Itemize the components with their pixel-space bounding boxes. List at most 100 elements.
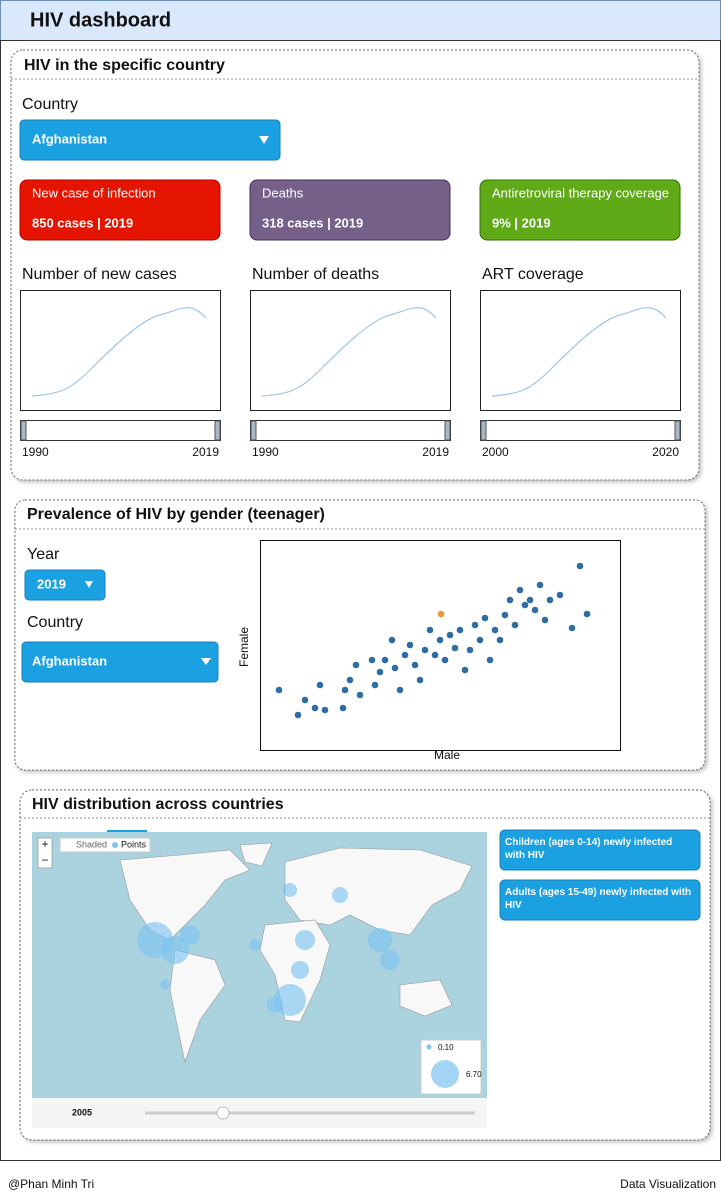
scatter-point: [371, 681, 379, 689]
zoom-out[interactable]: −: [41, 853, 48, 867]
mode-points[interactable]: Points: [121, 839, 147, 849]
range-end: 2019: [422, 445, 449, 459]
dropdown-arrow: [259, 136, 269, 144]
button-label-box: Adults (ages 15-49) newly infected with …: [505, 887, 692, 911]
range-end: 2020: [652, 445, 679, 459]
mini-chart: [20, 290, 221, 411]
button-label: Adults (ages 15-49) newly infected with …: [505, 887, 692, 911]
section-title: HIV distribution across countries: [32, 796, 284, 813]
scatter-point: [426, 626, 434, 634]
scatter-point: [311, 704, 319, 712]
card-label: New case of infection: [32, 185, 156, 200]
scatter-point: [406, 641, 414, 649]
scatter-point: [516, 586, 524, 594]
mini-chart: [250, 290, 451, 411]
slider-handle[interactable]: [250, 420, 257, 441]
scatter-point: [526, 596, 534, 604]
scatter-point: [396, 686, 404, 694]
scatter-point: [441, 656, 449, 664]
footer-note: Data Visualization: [620, 1177, 716, 1191]
card-label: Deaths: [262, 185, 304, 200]
mode-dot: [112, 842, 118, 848]
map-button[interactable]: [499, 879, 701, 921]
mini-charts: Number of new cases 1990 2019 Number of dea…: [20, 266, 681, 459]
card-value: 9% | 2019: [492, 215, 551, 230]
scatter-point: [401, 651, 409, 659]
field-label: Year: [27, 546, 60, 563]
scatter-point: [536, 581, 544, 589]
mini-chart: [480, 290, 681, 411]
scatter-point: [356, 691, 364, 699]
dropdown-value: Afghanistan: [32, 653, 107, 668]
scatter-point: [368, 656, 376, 664]
scatter-point: [388, 636, 396, 644]
scatter-point: [486, 656, 494, 664]
slider-handle[interactable]: [20, 420, 27, 441]
scatter-point: [316, 681, 324, 689]
field-label: Country: [27, 614, 83, 631]
scatter-point: [531, 606, 539, 614]
scatter-point: [568, 624, 576, 632]
section-title: HIV in the specific country: [24, 57, 225, 74]
range-start: 2000: [482, 445, 509, 459]
scatter-point: [275, 686, 283, 694]
scatter-point: [481, 614, 489, 622]
scatter-point: [431, 651, 439, 659]
country-dropdown[interactable]: [21, 641, 219, 683]
scatter-point: [321, 706, 329, 714]
country-panel: [10, 49, 700, 481]
field-label: Country: [22, 96, 78, 113]
legend-min: 0.10: [438, 1043, 454, 1052]
scatter-point: [436, 636, 444, 644]
scatter-point: [411, 661, 419, 669]
button-label-box: Children (ages 0-14) newly infected with…: [505, 837, 672, 861]
scatter-point: [294, 711, 302, 719]
slider-handle[interactable]: [444, 420, 451, 441]
scatter-point: [496, 636, 504, 644]
card-value: 318 cases | 2019: [262, 215, 363, 230]
year-dropdown[interactable]: [24, 569, 106, 601]
scatter-point: [381, 656, 389, 664]
scatter-point: [391, 664, 399, 672]
slider-handle[interactable]: [214, 420, 221, 441]
x-axis-label: Male: [434, 748, 460, 762]
scatter-point: [491, 626, 499, 634]
slider-handle[interactable]: [480, 420, 487, 441]
legend-bubble: [426, 1044, 432, 1050]
scatter-point: [446, 631, 454, 639]
scatter-point: [506, 596, 514, 604]
bubbles: [137, 883, 400, 1016]
scatter-point: [339, 704, 347, 712]
scatter-point: [501, 611, 509, 619]
dropdown-arrow: [201, 658, 211, 665]
timeline-knob[interactable]: [216, 1106, 230, 1120]
scatter-point: [451, 644, 459, 652]
zoom-control: [37, 837, 53, 869]
scatter-point: [466, 646, 474, 654]
scatter-point: [341, 686, 349, 694]
chart-title: Number of new cases: [22, 266, 177, 283]
dropdown-value: 2019: [37, 576, 66, 591]
scatter-point: [352, 661, 360, 669]
range-end: 2019: [192, 445, 219, 459]
mini-curve: [491, 307, 667, 397]
header: [0, 0, 721, 41]
scatter-point: [456, 626, 464, 634]
scatter-point: [421, 646, 429, 654]
range-slider: [480, 420, 681, 441]
dropdown-value: Afghanistan: [32, 131, 107, 146]
slider-handle[interactable]: [674, 420, 681, 441]
scatter-point: [541, 616, 549, 624]
scatter-point: [546, 596, 554, 604]
map-button[interactable]: [499, 829, 701, 871]
card: [249, 179, 451, 241]
mode-shaded[interactable]: Shaded: [76, 839, 107, 849]
country-dropdown[interactable]: [19, 119, 281, 161]
mini-curve: [261, 307, 437, 397]
scatter-point: [576, 562, 584, 570]
mini-curve: [31, 307, 207, 397]
scatter-point: [461, 666, 469, 674]
card-label: Antiretroviral therapy coverage: [492, 185, 669, 200]
timeline-year: 2005: [72, 1107, 92, 1117]
zoom-in[interactable]: +: [41, 837, 48, 851]
